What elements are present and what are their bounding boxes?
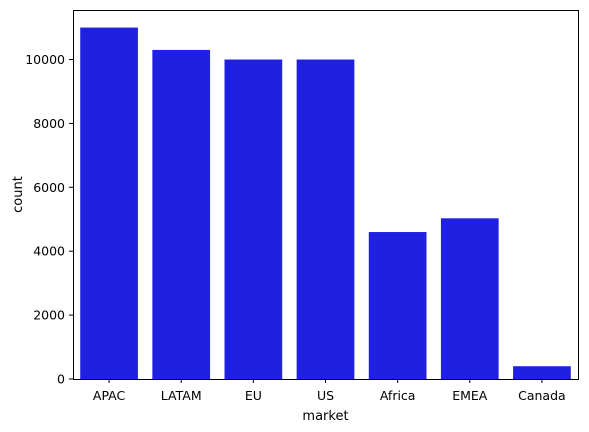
y-axis-ticks: 0 2000 4000 6000 8000 10000 xyxy=(25,52,73,387)
bar-eu xyxy=(224,59,283,380)
plot-frame xyxy=(73,10,579,380)
x-tick-label: Canada xyxy=(518,388,566,403)
x-tick-label: US xyxy=(317,388,334,403)
y-tick-label: 10000 xyxy=(25,52,65,67)
y-tick-label: 8000 xyxy=(33,116,65,131)
bar-latam xyxy=(152,49,211,380)
bar-us xyxy=(296,59,355,380)
y-axis-label: count xyxy=(11,176,26,213)
x-tick-label: EMEA xyxy=(452,388,488,403)
bar-apac xyxy=(80,27,138,379)
bars-group xyxy=(80,27,571,380)
bar-canada xyxy=(513,366,571,379)
y-tick-label: 6000 xyxy=(33,180,65,195)
x-axis-label: market xyxy=(302,409,348,424)
x-tick-label: EU xyxy=(245,388,262,403)
y-tick-label: 4000 xyxy=(33,244,65,259)
y-tick-label: 0 xyxy=(57,372,65,387)
bar-emea xyxy=(440,218,499,379)
bar-africa xyxy=(368,232,427,379)
x-tick-label: Africa xyxy=(380,388,416,403)
x-tick-label: APAC xyxy=(93,388,126,403)
y-tick-label: 2000 xyxy=(33,308,65,323)
x-tick-label: LATAM xyxy=(161,388,202,403)
x-axis-ticks: APAC LATAM EU US Africa EMEA Canada xyxy=(93,379,566,403)
